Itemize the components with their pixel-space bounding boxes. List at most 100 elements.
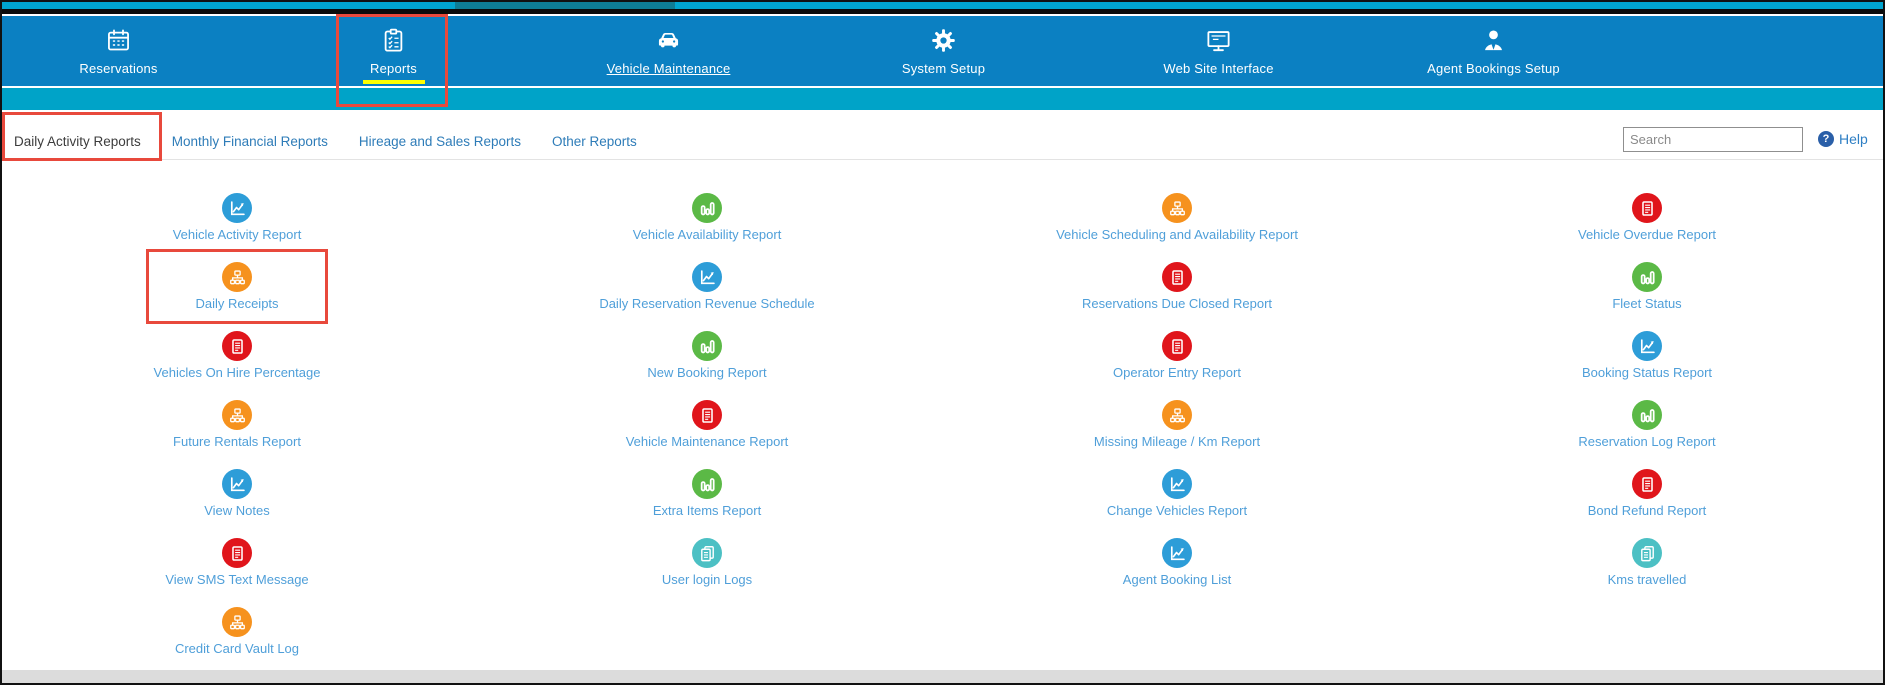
sitemap-icon xyxy=(222,607,252,637)
reports-grid: Vehicle Activity Report Daily Receipts V… xyxy=(2,160,1883,676)
report-item-label: Fleet Status xyxy=(1612,296,1682,311)
line-chart-icon xyxy=(1162,469,1192,499)
report-item-future-rentals-report[interactable]: Future Rentals Report xyxy=(2,400,472,469)
report-item-operator-entry-report[interactable]: Operator Entry Report xyxy=(942,331,1412,400)
report-item-daily-receipts[interactable]: Daily Receipts xyxy=(2,249,472,331)
gear-icon xyxy=(932,28,955,52)
tab-other-reports[interactable]: Other Reports xyxy=(551,134,637,149)
document-icon xyxy=(1632,193,1662,223)
report-item-user-login-logs[interactable]: User login Logs xyxy=(472,538,942,607)
report-item-label: Kms travelled xyxy=(1607,572,1687,587)
report-item-bond-refund-report[interactable]: Bond Refund Report xyxy=(1412,469,1882,538)
help-label: Help xyxy=(1839,131,1868,147)
reports-tabbar: Daily Activity Reports Monthly Financial… xyxy=(2,110,1883,160)
report-item-daily-reservation-revenue-schedule[interactable]: Daily Reservation Revenue Schedule xyxy=(472,262,942,331)
nav-item-system-setup[interactable]: System Setup xyxy=(806,16,1081,86)
copy-pages-icon xyxy=(692,538,722,568)
tab-daily-activity-reports[interactable]: Daily Activity Reports xyxy=(14,134,141,149)
report-item-label: Vehicle Overdue Report xyxy=(1577,227,1717,242)
report-item-vehicle-maintenance-report[interactable]: Vehicle Maintenance Report xyxy=(472,400,942,469)
report-item-extra-items-report[interactable]: Extra Items Report xyxy=(472,469,942,538)
report-item-label: Change Vehicles Report xyxy=(1106,503,1248,518)
report-item-label: Future Rentals Report xyxy=(173,434,301,449)
report-item-fleet-status[interactable]: Fleet Status xyxy=(1412,262,1882,331)
report-item-vehicle-overdue-report[interactable]: Vehicle Overdue Report xyxy=(1412,193,1882,262)
report-item-label: Vehicles On Hire Percentage xyxy=(153,365,321,380)
document-icon xyxy=(222,538,252,568)
report-item-label: Missing Mileage / Km Report xyxy=(1093,434,1261,449)
document-icon xyxy=(1162,262,1192,292)
copy-pages-icon xyxy=(1632,538,1662,568)
bar-chart-icon xyxy=(1632,262,1662,292)
tab-hireage-and-sales-reports[interactable]: Hireage and Sales Reports xyxy=(358,134,521,149)
report-item-reservations-due-closed-report[interactable]: Reservations Due Closed Report xyxy=(942,262,1412,331)
report-item-label: User login Logs xyxy=(661,572,753,587)
document-icon xyxy=(1162,331,1192,361)
nav-label: Agent Bookings Setup xyxy=(1427,60,1560,76)
bar-chart-icon xyxy=(1632,400,1662,430)
bottom-band xyxy=(2,670,1883,683)
cyan-strip xyxy=(2,88,1883,110)
sitemap-icon xyxy=(1162,193,1192,223)
report-column-2: Vehicle Availability Report Daily Reserv… xyxy=(472,193,942,676)
report-item-label: Vehicle Scheduling and Availability Repo… xyxy=(1056,227,1298,242)
report-item-vehicle-activity-report[interactable]: Vehicle Activity Report xyxy=(2,193,472,262)
report-item-label: Vehicle Activity Report xyxy=(172,227,302,242)
report-item-kms-travelled[interactable]: Kms travelled xyxy=(1412,538,1882,607)
report-item-label: View Notes xyxy=(204,503,270,518)
report-column-3: Vehicle Scheduling and Availability Repo… xyxy=(942,193,1412,676)
nav-label: Web Site Interface xyxy=(1163,60,1274,76)
nav-item-vehicle-maintenance[interactable]: Vehicle Maintenance xyxy=(531,16,806,86)
nav-label: System Setup xyxy=(901,60,986,76)
report-item-booking-status-report[interactable]: Booking Status Report xyxy=(1412,331,1882,400)
report-item-missing-mileage-km-report[interactable]: Missing Mileage / Km Report xyxy=(942,400,1412,469)
report-item-label: Reservations Due Closed Report xyxy=(1081,296,1273,311)
reports-content: Vehicle Activity Report Daily Receipts V… xyxy=(2,160,1883,670)
nav-item-reservations[interactable]: Reservations xyxy=(2,16,256,86)
line-chart-icon xyxy=(1162,538,1192,568)
tab-monthly-financial-reports[interactable]: Monthly Financial Reports xyxy=(171,134,328,149)
report-item-new-booking-report[interactable]: New Booking Report xyxy=(472,331,942,400)
report-item-change-vehicles-report[interactable]: Change Vehicles Report xyxy=(942,469,1412,538)
report-item-vehicle-scheduling-and-availability-report[interactable]: Vehicle Scheduling and Availability Repo… xyxy=(942,193,1412,262)
main-nav: Reservations Reports Vehicle Maintenance xyxy=(2,16,1883,86)
help-link[interactable]: ? Help xyxy=(1818,131,1868,147)
nav-item-web-site-interface[interactable]: Web Site Interface xyxy=(1081,16,1356,86)
bar-chart-icon xyxy=(692,193,722,223)
line-chart-icon xyxy=(222,469,252,499)
active-nav-underline xyxy=(362,80,425,84)
line-chart-icon xyxy=(222,193,252,223)
clipboard-checklist-icon xyxy=(384,28,403,52)
sitemap-icon xyxy=(222,400,252,430)
nav-item-reports[interactable]: Reports xyxy=(256,16,531,86)
document-icon xyxy=(1632,469,1662,499)
report-item-agent-booking-list[interactable]: Agent Booking List xyxy=(942,538,1412,607)
report-item-vehicle-availability-report[interactable]: Vehicle Availability Report xyxy=(472,193,942,262)
report-item-label: Operator Entry Report xyxy=(1113,365,1241,380)
bar-chart-icon xyxy=(692,331,722,361)
report-item-view-sms-text-message[interactable]: View SMS Text Message xyxy=(2,538,472,607)
report-item-label: Agent Booking List xyxy=(1122,572,1232,587)
report-item-label: Daily Receipts xyxy=(195,296,279,311)
line-chart-icon xyxy=(692,262,722,292)
report-item-label: Bond Refund Report xyxy=(1587,503,1707,518)
nav-label: Reports xyxy=(370,60,417,76)
car-icon xyxy=(658,32,679,47)
nav-item-agent-bookings-setup[interactable]: Agent Bookings Setup xyxy=(1356,16,1631,86)
report-item-credit-card-vault-log[interactable]: Credit Card Vault Log xyxy=(2,607,472,676)
report-item-label: Vehicle Availability Report xyxy=(632,227,782,242)
window-artifact xyxy=(24,2,66,15)
report-item-label: Reservation Log Report xyxy=(1578,434,1716,449)
report-item-reservation-log-report[interactable]: Reservation Log Report xyxy=(1412,400,1882,469)
search-input[interactable] xyxy=(1623,127,1803,152)
report-column-1: Vehicle Activity Report Daily Receipts V… xyxy=(2,193,472,676)
calendar-icon xyxy=(108,28,129,50)
nav-label: Vehicle Maintenance xyxy=(606,60,731,76)
report-item-view-notes[interactable]: View Notes xyxy=(2,469,472,538)
top-white-line xyxy=(2,14,1883,16)
report-column-4: Vehicle Overdue Report Fleet Status Book… xyxy=(1412,193,1882,676)
monitor-icon xyxy=(1207,30,1230,51)
report-item-label: Vehicle Maintenance Report xyxy=(625,434,789,449)
report-item-vehicles-on-hire-percentage[interactable]: Vehicles On Hire Percentage xyxy=(2,331,472,400)
